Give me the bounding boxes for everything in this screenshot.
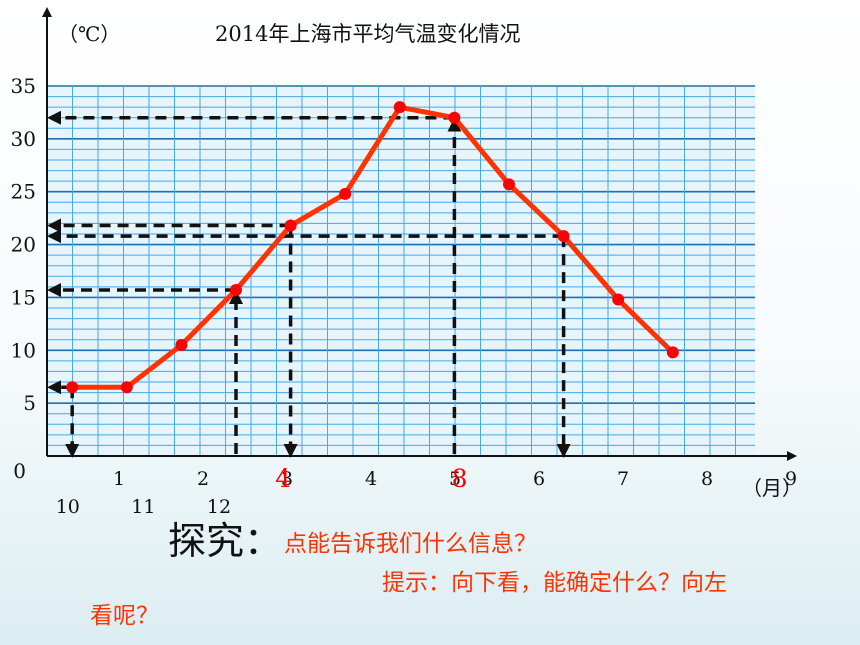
highlight-month-label: 8	[452, 464, 468, 493]
grid-background	[47, 86, 755, 456]
x-tick-label: 3	[281, 468, 293, 490]
data-point	[666, 346, 679, 359]
y-tick-label: 15	[11, 285, 36, 309]
data-point	[66, 381, 79, 394]
x-tick-label: 4	[365, 468, 377, 490]
x-unit-label: （月）	[742, 476, 802, 500]
series-line	[66, 101, 679, 394]
temperature-line	[69, 104, 676, 390]
data-point	[339, 187, 352, 200]
x-tick-label: 5	[449, 468, 461, 490]
y-tick-label: 20	[11, 233, 36, 257]
highlight-month-label: 4	[275, 464, 291, 493]
y-unit-label: （℃）	[58, 22, 121, 46]
data-point	[612, 293, 625, 306]
chart-grid	[46, 85, 755, 457]
x-tick-label: 6	[533, 468, 545, 490]
x-second-row-label: 11	[131, 496, 155, 518]
hint-line-2: 看呢？	[90, 603, 159, 629]
data-point	[393, 101, 406, 114]
y-tick-label: 5	[23, 391, 36, 415]
y-tick-label: 10	[11, 338, 36, 362]
question-text: 点能告诉我们什么信息？	[284, 531, 537, 557]
x-tick-label: 8	[701, 468, 713, 490]
x-tick-label: 9	[785, 468, 797, 490]
hint-line-1: 提示：向下看，能确定什么？向左	[382, 570, 727, 596]
y-tick-label: 25	[11, 180, 36, 204]
question-lead: 探究：	[168, 519, 283, 563]
data-point	[120, 381, 133, 394]
y-tick-label: 35	[11, 74, 36, 98]
y-tick-label: 0	[13, 459, 26, 483]
x-second-row-label: 12	[207, 496, 231, 518]
x-tick-label: 7	[617, 468, 629, 490]
data-point	[448, 111, 461, 124]
data-point	[230, 284, 242, 297]
y-tick-label: 30	[11, 127, 36, 151]
data-point	[284, 219, 297, 232]
x-tick-label: 1	[113, 468, 125, 490]
data-point	[557, 230, 570, 243]
guide-lines	[47, 110, 571, 458]
data-point	[175, 339, 188, 351]
x-tick-label: 2	[197, 468, 209, 490]
x-second-row-label: 10	[56, 496, 80, 518]
chart-title: 2014年上海市平均气温变化情况	[215, 22, 521, 46]
data-point	[503, 178, 515, 191]
